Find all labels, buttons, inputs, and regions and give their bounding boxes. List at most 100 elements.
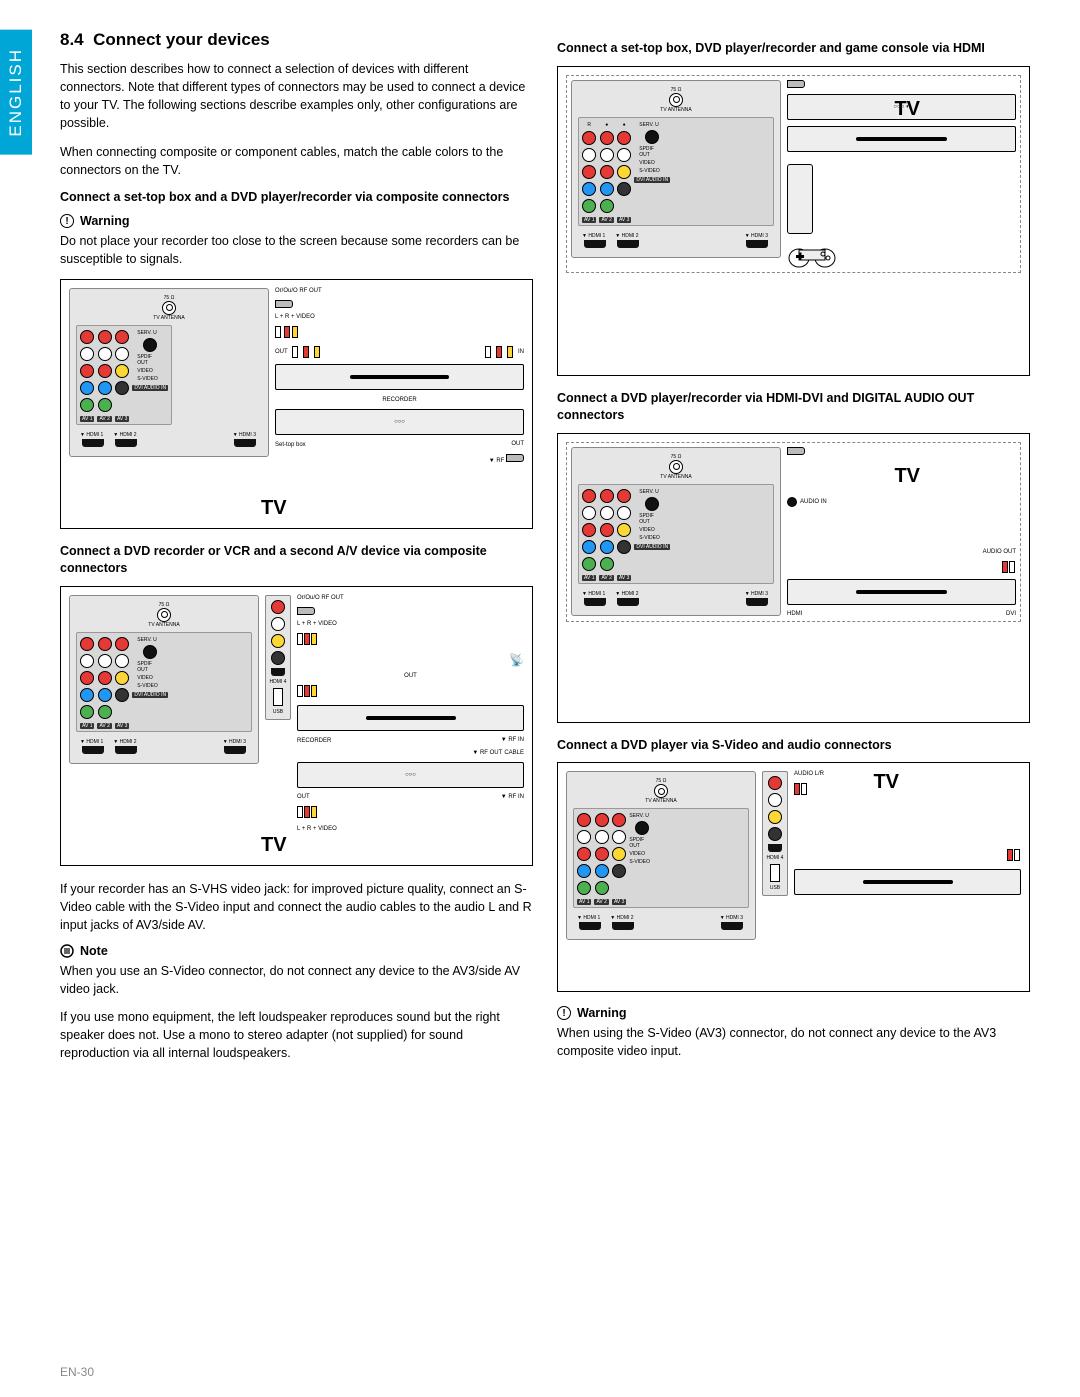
impedance-label-2: 75 Ω [159, 602, 170, 608]
section-title: 8.4 Connect your devices [60, 30, 533, 50]
left-column: 8.4 Connect your devices This section de… [60, 30, 533, 1073]
intro-paragraph-1: This section describes how to connect a … [60, 60, 533, 133]
port-av1-pr [80, 364, 94, 378]
svhs-text: If your recorder has an S-VHS video jack… [60, 880, 533, 934]
connector-grid: AV 1 AV 2 [76, 325, 172, 425]
note-icon [60, 944, 74, 958]
right-subheading-1: Connect a set-top box, DVD player/record… [557, 40, 1030, 58]
diagram-hdmi-dvi: 75 Ω TV ANTENNA AV 1 AV 2 [557, 433, 1030, 723]
right-column: Connect a set-top box, DVD player/record… [557, 30, 1030, 1073]
note-text: When you use an S-Video connector, do no… [60, 962, 533, 998]
hdmi3-label: ▼ HDMI 3 [233, 432, 256, 438]
out-label-2: OUT [511, 441, 524, 448]
second-device: ○○○ [297, 762, 524, 788]
warning-label: Warning [80, 214, 130, 228]
audio-in-label: AUDIO IN [800, 499, 827, 505]
usb-port [273, 688, 283, 706]
port-av1-pb [80, 381, 94, 395]
diagram1-devices: Or/Ou/O RF OUT L + R + VIDEO OUT IN [275, 288, 524, 464]
diagram5-devices: AUDIO L/R [794, 771, 1021, 895]
hdmi-row: ▼ HDMI 1 ▼ HDMI 2 ▼ HDMI 3 [76, 429, 262, 450]
note-callout: Note [60, 944, 533, 958]
hdmi2-port [115, 439, 137, 447]
dvd-dvi-device [787, 579, 1016, 605]
warning-callout-2: ! Warning [557, 1006, 1030, 1020]
tv-side-panel: HDMI 4 USB [265, 595, 291, 720]
game-console-device [787, 164, 813, 234]
gamepad-icon [787, 240, 837, 268]
tv-back-panel-3: 75 Ω TV ANTENNA R AV 1 ● AV 2 [571, 80, 781, 258]
av2-label: AV 2 [97, 416, 111, 422]
port-av2-pb [98, 381, 112, 395]
antenna-port-2 [157, 608, 171, 622]
lrv-label: L + R + VIDEO [275, 314, 524, 320]
rca-white [275, 326, 281, 338]
tv-label: TV [261, 497, 287, 520]
port-av1-l [80, 347, 94, 361]
intro-paragraph-2: When connecting composite or component c… [60, 143, 533, 179]
port-av1-r [80, 330, 94, 344]
mono-text: If you use mono equipment, the left loud… [60, 1008, 533, 1062]
dvi-audio-label: DVI AUDIO IN [132, 385, 168, 391]
right-subheading-2: Connect a DVD player/recorder via HDMI-D… [557, 390, 1030, 425]
settop-label: Set-top box [275, 442, 306, 448]
page-content: 8.4 Connect your devices This section de… [0, 0, 1080, 1093]
port-av3-svideo [115, 381, 129, 395]
antenna-label-2: TV ANTENNA [148, 622, 179, 628]
svideo-label: S-VIDEO [137, 376, 163, 382]
dvi-cable-label: DVI [1006, 611, 1016, 617]
tv-label-2: TV [261, 834, 287, 857]
port-av3-video [115, 364, 129, 378]
rca-red [284, 326, 290, 338]
section-number: 8.4 [60, 30, 84, 49]
servu-label: SERV. U [137, 330, 163, 336]
port-av3-l [115, 347, 129, 361]
impedance-label: 75 Ω [164, 295, 175, 301]
diagram2-devices: Or/Ou/O RF OUT L + R + VIDEO 📡 OUT RECOR… [297, 595, 524, 832]
in-label: IN [518, 349, 524, 355]
port-av2-r [98, 330, 112, 344]
rca-yellow [292, 326, 298, 338]
tv-back-panel-5: 75 Ω TV ANTENNA AV 1 AV 2 [566, 771, 756, 940]
dvd-player-device [787, 126, 1016, 152]
diagram-hdmi: 75 Ω TV ANTENNA R AV 1 ● AV 2 [557, 66, 1030, 376]
hdmi3-port [234, 439, 256, 447]
language-tab: ENGLISH [0, 30, 32, 155]
diagram-composite-settop-dvd: 75 Ω TV ANTENNA AV 1 [60, 279, 533, 529]
av3-label: AV 3 [115, 416, 129, 422]
port-av2-y [98, 398, 112, 412]
out-label: OUT [275, 349, 288, 355]
warning-callout-1: ! Warning [60, 214, 533, 228]
right-subheading-3: Connect a DVD player via S-Video and aud… [557, 737, 1030, 755]
hdmi1-label: ▼ HDMI 1 [80, 432, 103, 438]
port-av1-y [80, 398, 94, 412]
left-subheading-1: Connect a set-top box and a DVD player/r… [60, 189, 533, 207]
warning-icon-2: ! [557, 1006, 571, 1020]
av1-label: AV 1 [80, 416, 94, 422]
recorder-device-2 [297, 705, 524, 731]
recorder-device [275, 364, 524, 390]
port-spdif [143, 338, 157, 352]
port-av2-pr [98, 364, 112, 378]
hdmi1-port [82, 439, 104, 447]
tv-label-3: TV [894, 98, 920, 121]
antenna-label: TV ANTENNA [153, 315, 184, 321]
tv-label-4: TV [894, 465, 920, 488]
antenna-port [162, 301, 176, 315]
spdif-label: SPDIF OUT [137, 354, 163, 366]
tv-label-5: TV [873, 771, 899, 794]
hdmi2-label: ▼ HDMI 2 [113, 432, 136, 438]
tv-back-panel-2: 75 Ω TV ANTENNA AV 1 AV 2 [69, 595, 259, 764]
note-label: Note [80, 944, 108, 958]
audio-out-label: AUDIO OUT [983, 549, 1016, 555]
coax-plug [275, 300, 293, 308]
port-av2-l [98, 347, 112, 361]
antenna-icon: 📡 [509, 653, 524, 667]
hdmi-cable-label: HDMI [787, 611, 802, 617]
video-label: VIDEO [137, 368, 163, 374]
left-subheading-2: Connect a DVD recorder or VCR and a seco… [60, 543, 533, 578]
diagram-svideo: 75 Ω TV ANTENNA AV 1 AV 2 [557, 762, 1030, 992]
diagram-composite-dvd-vcr: 75 Ω TV ANTENNA AV 1 AV 2 [60, 586, 533, 866]
tv-back-panel-4: 75 Ω TV ANTENNA AV 1 AV 2 [571, 447, 781, 616]
port-av3-r [115, 330, 129, 344]
